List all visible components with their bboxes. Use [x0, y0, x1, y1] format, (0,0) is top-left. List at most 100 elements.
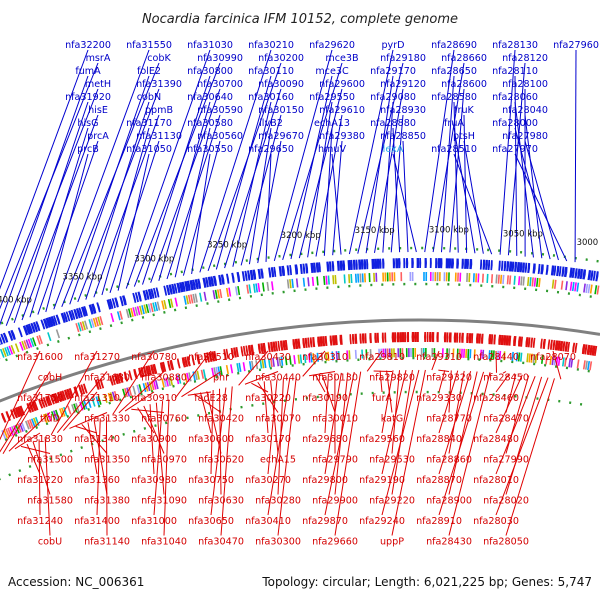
cog-stripe — [520, 276, 523, 286]
gene-arrow — [186, 280, 191, 291]
gene-arrow — [464, 258, 468, 269]
gene-arrow — [406, 332, 410, 343]
cog-stripe — [271, 281, 274, 291]
gene-arrow — [500, 334, 504, 346]
top-gene-label: nfa30090 — [258, 79, 304, 90]
bottom-label-line — [153, 401, 164, 516]
bottom-gene-label: nfa28870 — [416, 475, 462, 486]
bottom-label-line — [366, 350, 383, 372]
gene-arrow — [500, 260, 504, 271]
cog-stripe — [147, 303, 152, 313]
cog-stripe — [161, 378, 165, 388]
cog-stripe — [163, 377, 167, 388]
gene-arrow — [282, 340, 287, 351]
gene-arrow — [299, 263, 303, 275]
gene-arrow — [83, 306, 88, 317]
cog-stripe — [217, 366, 221, 376]
gene-arrow — [487, 259, 491, 271]
gene-arrow — [431, 332, 435, 343]
bottom-label-line — [321, 374, 336, 413]
bottom-gene-label: nfa28480 — [473, 434, 519, 445]
top-gene-label: nfa28040 — [502, 105, 548, 116]
cog-stripe — [141, 305, 145, 315]
bottom-label-line — [93, 420, 108, 495]
gene-arrow — [461, 332, 464, 343]
gene-arrow — [14, 407, 21, 418]
cog-stripe — [126, 387, 131, 397]
top-gene-label: nfa28600 — [441, 79, 487, 90]
gene-arrow — [302, 338, 306, 349]
gene-arrow — [312, 337, 316, 348]
gene-arrow — [280, 340, 284, 351]
cog-stripe — [25, 339, 31, 349]
gene-arrow — [498, 260, 501, 271]
gene-arrow — [272, 341, 277, 352]
cog-stripe — [503, 351, 506, 361]
cog-stripe — [152, 302, 156, 312]
cog-stripe — [136, 384, 141, 394]
gene-arrow — [545, 264, 549, 275]
cog-stripe — [517, 276, 521, 286]
bottom-label-line — [431, 350, 440, 371]
gene-arrow — [47, 395, 53, 406]
cog-stripe — [196, 370, 200, 380]
gene-arrow — [257, 268, 261, 280]
bottom-gene-label: nfa28030 — [473, 516, 519, 527]
gene-arrow — [111, 298, 116, 309]
cog-stripe — [200, 369, 205, 379]
gene-arrow — [527, 337, 531, 348]
gene-arrow — [208, 351, 213, 362]
top-label-line — [390, 114, 404, 253]
top-gene-label: cobK — [147, 53, 171, 64]
gene-arrow — [241, 271, 246, 282]
cog-stripe — [10, 344, 16, 354]
cog-stripe — [532, 353, 536, 363]
top-label-line — [133, 62, 221, 287]
bottom-gene-label: cobH — [38, 373, 62, 384]
gene-arrow — [416, 332, 419, 343]
top-gene-label: nfa29550 — [309, 92, 355, 103]
cog-stripe — [553, 279, 557, 289]
top-gene-label: nfa30560 — [197, 131, 243, 142]
cog-stripe — [535, 277, 539, 287]
cog-stripe — [192, 371, 196, 381]
top-label-line — [158, 101, 211, 281]
gene-arrow — [145, 289, 150, 300]
cog-stripe — [97, 395, 102, 405]
top-label-line — [348, 49, 394, 255]
gene-arrow — [277, 340, 281, 352]
bottom-gene-label: nfa29310 — [416, 352, 462, 363]
cog-stripe — [557, 356, 561, 366]
top-label-line — [402, 140, 409, 253]
cog-stripe — [77, 322, 82, 332]
bottom-gene-label: nfa28430 — [426, 537, 472, 548]
bottom-label-line — [112, 350, 155, 415]
top-label-line — [45, 153, 89, 313]
gene-arrow — [416, 258, 420, 269]
gene-arrow — [404, 332, 407, 343]
bottom-label-line — [438, 369, 450, 372]
cog-stripe — [32, 337, 37, 347]
top-label-line — [191, 153, 211, 275]
cog-stripe — [152, 380, 157, 390]
bottom-label-line — [238, 350, 269, 386]
cog-stripe — [161, 300, 165, 310]
gene-arrow — [91, 303, 97, 314]
cog-stripe — [142, 383, 147, 393]
cog-stripe — [167, 298, 172, 309]
gene-arrow — [292, 339, 296, 350]
genome-summary-text: Topology: circular; Length: 6,021,225 bp… — [261, 575, 592, 589]
gene-arrow — [206, 352, 210, 363]
bottom-label-line — [391, 369, 426, 536]
gene-arrow — [401, 332, 405, 343]
cog-stripe — [490, 350, 493, 360]
cog-stripe — [325, 275, 328, 285]
bottom-label-line — [87, 422, 98, 475]
cog-stripe — [343, 274, 346, 284]
top-gene-label: nfa29120 — [380, 79, 426, 90]
gene-arrow — [550, 339, 553, 350]
bottom-label-line — [56, 371, 108, 434]
gene-arrow — [250, 344, 255, 355]
top-label-line — [524, 114, 543, 259]
guide-ring-3 — [0, 390, 589, 481]
